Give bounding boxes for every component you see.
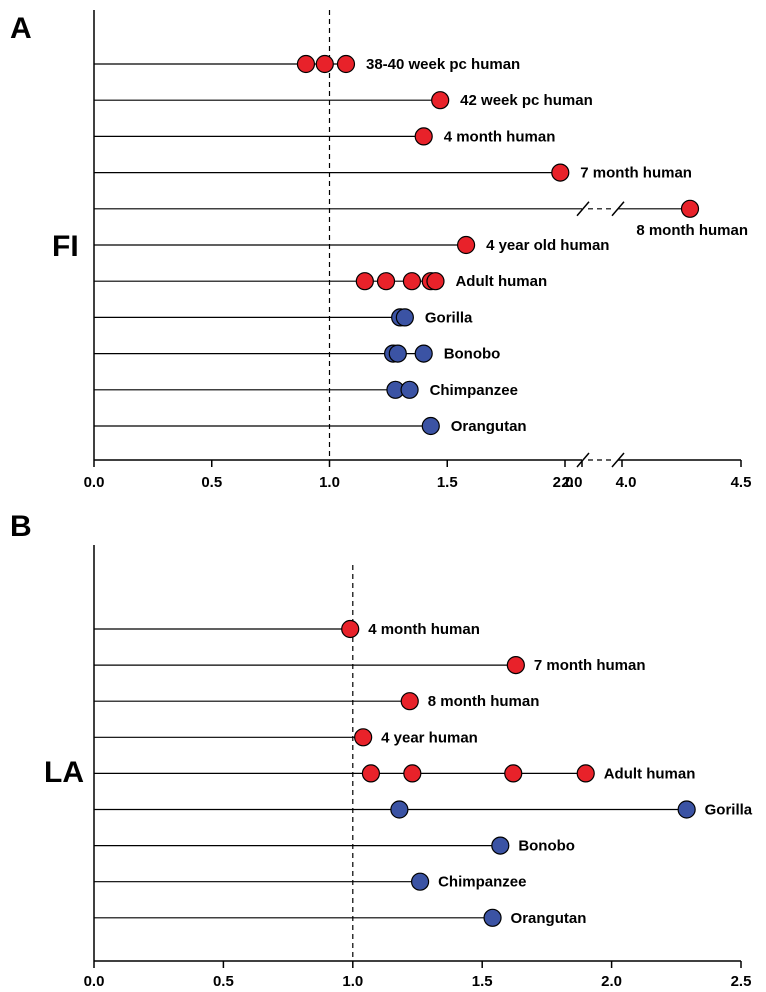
panel-a-data-point (395, 308, 414, 327)
panel-b-x-tick-label: 0.0 (84, 973, 105, 990)
panel-b-data-point (483, 908, 502, 927)
panel-b-row-label: Bonobo (518, 838, 575, 855)
panel-a-x-tick-label: 4.0 (616, 474, 637, 491)
panel-b-data-point (341, 619, 360, 639)
panel-a-data-point (315, 54, 334, 74)
panel-a-data-point (456, 235, 476, 255)
panel-a-row-label: Chimpanzee (430, 382, 518, 399)
panel-b-row-label: 8 month human (428, 693, 540, 710)
panel-a-data-point (680, 199, 700, 218)
panel-b-data-point (506, 655, 525, 675)
panel-a-axis-break-mark (576, 452, 590, 468)
panel-a-data-point (296, 54, 316, 74)
panel-a-row-label: 4 year old human (486, 237, 609, 254)
panel-b-x-tick-label: 1.5 (472, 973, 493, 990)
panel-a-row-label: Adult human (455, 273, 547, 290)
panel-a-data-point (414, 344, 433, 363)
panel-b-data-point (491, 836, 510, 855)
panel-b-row-label: Orangutan (511, 910, 587, 927)
panel-b-data-point (576, 764, 595, 783)
panel-b-data-point (677, 800, 696, 819)
panel-b-row-label: Gorilla (705, 802, 753, 819)
panel-a-x-tick-label: 2.0 (553, 474, 574, 491)
panel-a-data-point (414, 127, 433, 146)
panel-a-row-label: 7 month human (580, 165, 692, 182)
panel-a-data-point (388, 344, 407, 363)
panel-a-row-label: Orangutan (451, 418, 527, 435)
panel-a-ylabel: FI (52, 230, 79, 263)
panel-a-data-point (402, 272, 422, 291)
panel-b-data-point (390, 800, 409, 819)
panel-a-data-point (426, 272, 445, 291)
panel-a-x-tick-label: 4.5 (731, 474, 752, 491)
panel-a-row-label: Gorilla (425, 309, 473, 326)
panel-a-row-label: 8 month human (636, 222, 748, 239)
panel-a-x-tick-label: 0.5 (201, 474, 222, 491)
panel-b-data-point (504, 764, 523, 783)
panel-a-row-break-mark (576, 201, 590, 217)
panel-b-ylabel: LA (44, 756, 84, 789)
panel-a-row-label: 38-40 week pc human (366, 56, 520, 73)
panel-a-axis-break-mark (611, 452, 625, 468)
panel-b-data-point (361, 764, 381, 783)
panel-a-data-point (376, 272, 396, 291)
panel-a-x-tick-label: 1.5 (437, 474, 458, 491)
panel-b-letter: B (10, 510, 32, 543)
panel-b-data-point (400, 692, 419, 711)
panel-b-x-tick-label: 0.5 (213, 973, 234, 990)
panel-b-x-tick-label: 2.0 (601, 973, 622, 990)
panel-a-row-break-mark (611, 201, 625, 217)
panel-a-data-point (551, 163, 570, 182)
panel-b-data-point (410, 872, 430, 891)
panel-a: A FI 0.0 0.5 1.0 1.5 2.02.0 4.0 4.5 38-40 week … (10, 10, 751, 491)
panel-a-row-label: 42 week pc human (460, 92, 593, 109)
panel-a-row-label: 4 month human (444, 128, 556, 145)
panel-a-x-tick-label: 2.0 (562, 474, 583, 491)
panel-a-data-point (336, 54, 356, 74)
panel-a-row-label: Bonobo (444, 346, 501, 363)
panel-b-x-tick-label: 2.5 (731, 973, 752, 990)
panel-b-data-point (403, 764, 422, 783)
panel-a-data-point (355, 272, 374, 291)
panel-a-x-tick-label: 1.0 (319, 474, 340, 491)
panel-b-data-point (354, 728, 373, 747)
panel-a-data-point (431, 91, 450, 110)
panel-a-letter: A (10, 12, 32, 45)
panel-b: B LA 0.0 0.5 1.0 1.5 2.0 2.5 4 month human 7 mo… (10, 510, 753, 990)
panel-b-row-label: Chimpanzee (438, 874, 526, 891)
panel-b-row-label: 7 month human (534, 657, 646, 674)
panel-b-row-label: 4 year human (381, 729, 478, 746)
panel-b-x-tick-label: 1.0 (342, 973, 363, 990)
panel-b-row-label: 4 month human (368, 621, 480, 638)
panel-a-data-point (421, 416, 440, 436)
panel-b-row-label: Adult human (604, 765, 696, 782)
panel-a-data-point (400, 380, 419, 399)
panel-a-x-tick-label: 0.0 (84, 474, 105, 491)
